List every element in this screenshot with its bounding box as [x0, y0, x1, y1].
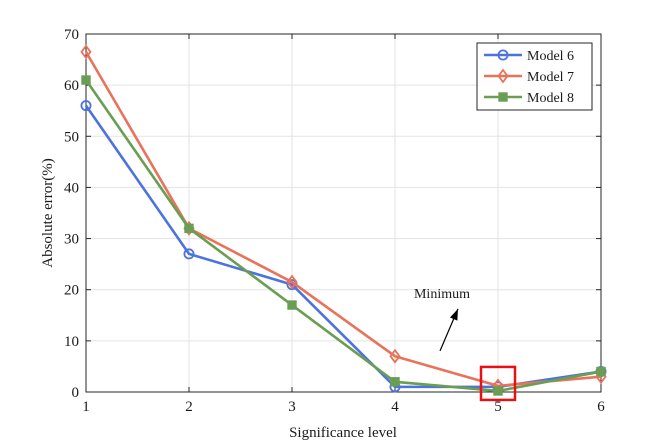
data-point	[183, 248, 195, 260]
x-tick-label: 1	[82, 399, 90, 415]
legend-marker	[497, 68, 509, 84]
data-point	[390, 377, 400, 387]
x-tick-label: 3	[288, 399, 296, 415]
legend-item: Model 7	[484, 68, 574, 85]
legend: Model 6 Model 7 Model 8	[476, 42, 593, 111]
y-axis-title: Absolute error(%)	[40, 158, 56, 268]
y-tick-label: 40	[64, 180, 79, 196]
annotation-layer: Minimum	[414, 287, 517, 402]
x-tick-label: 4	[391, 399, 399, 415]
minimum-arrow-head	[449, 308, 458, 321]
data-point	[80, 44, 92, 60]
data-point	[286, 274, 298, 290]
legend-label: Model 8	[527, 91, 574, 106]
y-tick-label: 0	[72, 385, 80, 401]
minimum-highlight-box	[479, 365, 517, 402]
y-tick-label: 70	[64, 27, 79, 43]
x-tick-label: 6	[597, 399, 605, 415]
y-tick-label: 30	[64, 232, 79, 248]
y-tick-label: 10	[64, 334, 79, 350]
data-point	[80, 100, 92, 112]
legend-item: Model 8	[484, 91, 574, 106]
data-point	[81, 75, 91, 85]
y-tick-label: 60	[64, 78, 79, 94]
y-tick-label: 20	[64, 283, 79, 299]
plot-frame	[85, 33, 602, 393]
data-point	[596, 366, 606, 377]
minimum-annotation-text: Minimum	[414, 287, 470, 302]
legend-label: Model 7	[527, 70, 574, 85]
legend-label: Model 6	[527, 49, 574, 64]
x-tick-label: 2	[185, 399, 193, 415]
data-point	[389, 348, 401, 364]
data-point	[287, 300, 297, 310]
legend-item: Model 6	[484, 49, 574, 64]
x-axis-title: Significance level	[289, 425, 397, 441]
legend-marker	[497, 49, 509, 61]
data-point	[184, 223, 194, 234]
data-point	[493, 386, 503, 396]
legend-marker	[498, 92, 508, 102]
y-tick-label: 50	[64, 129, 79, 145]
x-tick-label: 5	[494, 399, 502, 415]
